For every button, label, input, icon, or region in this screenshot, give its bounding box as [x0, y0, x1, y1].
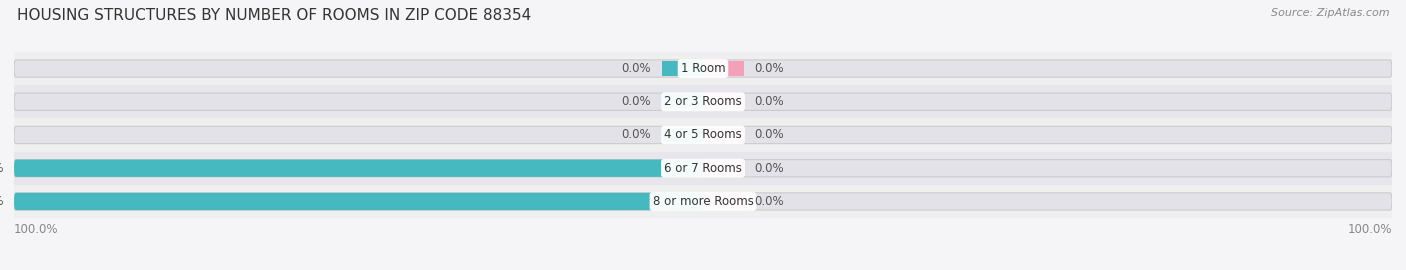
Text: 0.0%: 0.0%: [755, 62, 785, 75]
Text: 0.0%: 0.0%: [621, 95, 651, 108]
Bar: [14, 118, 1392, 152]
Bar: [662, 128, 703, 142]
FancyBboxPatch shape: [14, 126, 1392, 144]
Bar: [703, 94, 744, 109]
Text: 0.0%: 0.0%: [621, 62, 651, 75]
Bar: [703, 61, 744, 76]
Bar: [14, 185, 1392, 218]
Text: 6 or 7 Rooms: 6 or 7 Rooms: [664, 162, 742, 175]
FancyBboxPatch shape: [14, 93, 1392, 110]
Text: 8 or more Rooms: 8 or more Rooms: [652, 195, 754, 208]
Text: 100.0%: 100.0%: [1347, 223, 1392, 236]
Bar: [14, 85, 1392, 118]
FancyBboxPatch shape: [14, 193, 703, 210]
Bar: [662, 61, 703, 76]
Text: 0.0%: 0.0%: [755, 195, 785, 208]
Bar: [703, 161, 744, 176]
Text: 4 or 5 Rooms: 4 or 5 Rooms: [664, 129, 742, 141]
Bar: [703, 194, 744, 209]
Text: 0.0%: 0.0%: [621, 129, 651, 141]
FancyBboxPatch shape: [14, 160, 1392, 177]
Text: 2 or 3 Rooms: 2 or 3 Rooms: [664, 95, 742, 108]
Bar: [14, 52, 1392, 85]
Text: 100.0%: 100.0%: [0, 162, 4, 175]
Bar: [14, 152, 1392, 185]
Text: 100.0%: 100.0%: [0, 195, 4, 208]
FancyBboxPatch shape: [14, 60, 1392, 77]
Bar: [703, 128, 744, 142]
Text: 0.0%: 0.0%: [755, 129, 785, 141]
FancyBboxPatch shape: [14, 193, 1392, 210]
Text: 1 Room: 1 Room: [681, 62, 725, 75]
Text: Source: ZipAtlas.com: Source: ZipAtlas.com: [1271, 8, 1389, 18]
Text: 0.0%: 0.0%: [755, 95, 785, 108]
Text: 100.0%: 100.0%: [14, 223, 59, 236]
Text: HOUSING STRUCTURES BY NUMBER OF ROOMS IN ZIP CODE 88354: HOUSING STRUCTURES BY NUMBER OF ROOMS IN…: [17, 8, 531, 23]
Bar: [662, 94, 703, 109]
FancyBboxPatch shape: [14, 160, 703, 177]
Text: 0.0%: 0.0%: [755, 162, 785, 175]
